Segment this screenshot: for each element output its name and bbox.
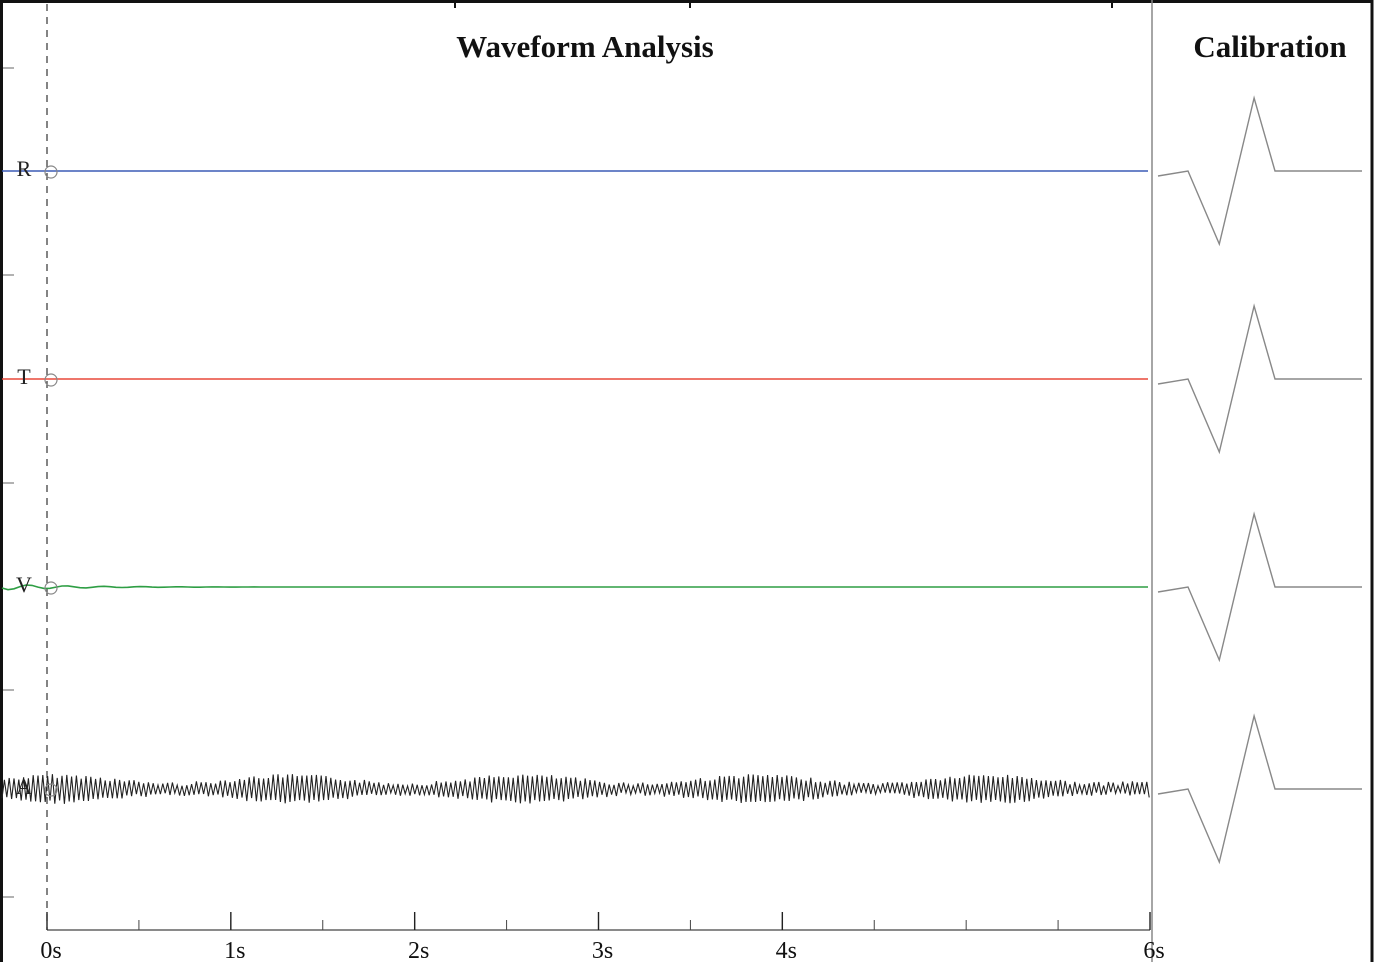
channel-label-v: V	[16, 572, 32, 597]
calibration-pulse-t	[1157, 303, 1362, 455]
calibration-pulse-v	[1157, 511, 1362, 663]
channel-label-r: R	[17, 156, 32, 181]
channel-label-a: A	[16, 774, 32, 799]
x-tick-label: 3s	[592, 938, 613, 962]
x-tick-label: 6s	[1143, 938, 1164, 962]
calibration-pulse-a	[1157, 713, 1362, 865]
channel-marker-t	[44, 373, 58, 387]
x-tick-label: 2s	[408, 938, 429, 962]
trace-a	[1, 774, 1150, 804]
x-tick-label: 0s	[40, 938, 61, 962]
main-title: Waveform Analysis	[456, 29, 713, 64]
calibration-pulse-r	[1157, 95, 1362, 247]
chart-marks: 0s 1s 2s 3s 4s 6s R T V A	[1, 4, 1362, 962]
x-tick-label: 4s	[776, 938, 797, 962]
x-tick-label: 1s	[224, 938, 245, 962]
calibration-title: Calibration	[1193, 29, 1346, 64]
trace-v	[1, 584, 1148, 591]
channel-marker-a	[44, 783, 58, 797]
channel-label-t: T	[17, 364, 31, 389]
channel-marker-r	[44, 165, 58, 179]
channel-marker-v	[44, 581, 58, 595]
